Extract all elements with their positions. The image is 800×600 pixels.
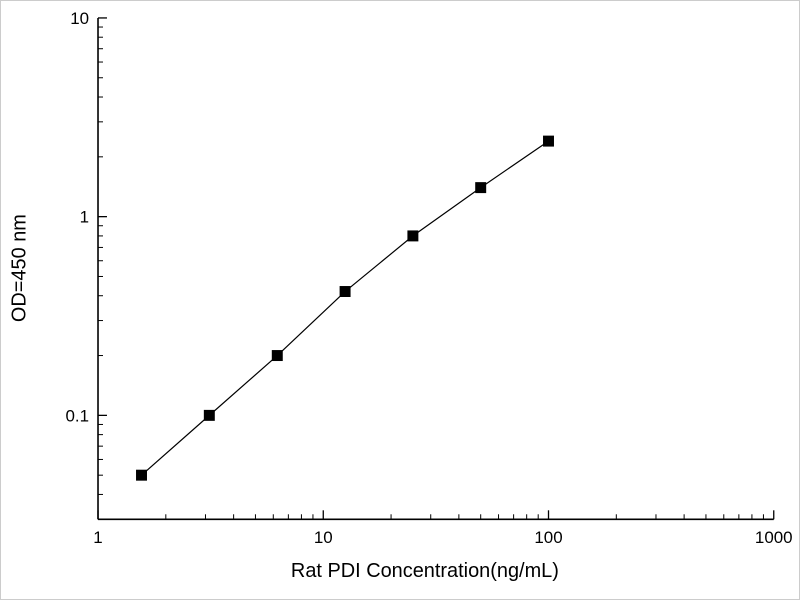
y-axis-title: OD=450 nm: [8, 214, 30, 322]
x-axis-title: Rat PDI Concentration(ng/mL): [291, 560, 559, 582]
data-point-marker: [271, 350, 283, 362]
data-point-marker: [407, 230, 419, 242]
data-point-marker: [475, 182, 487, 194]
data-point-marker: [203, 409, 215, 421]
x-tick-label: 100: [534, 528, 562, 547]
x-tick-label: 1: [93, 528, 102, 547]
series-line: [141, 140, 549, 476]
plot-area: 1 10 100 1000 0.1 1 10: [65, 9, 792, 547]
data-point-marker: [339, 286, 351, 298]
x-tick-label: 1000: [755, 528, 793, 547]
data-point-marker: [136, 469, 147, 481]
y-tick-label: 0.1: [65, 406, 89, 425]
y-tick-label: 10: [70, 9, 89, 28]
data-point-marker: [543, 135, 554, 147]
x-tick-label: 10: [314, 528, 333, 547]
y-tick-label: 1: [80, 208, 89, 227]
